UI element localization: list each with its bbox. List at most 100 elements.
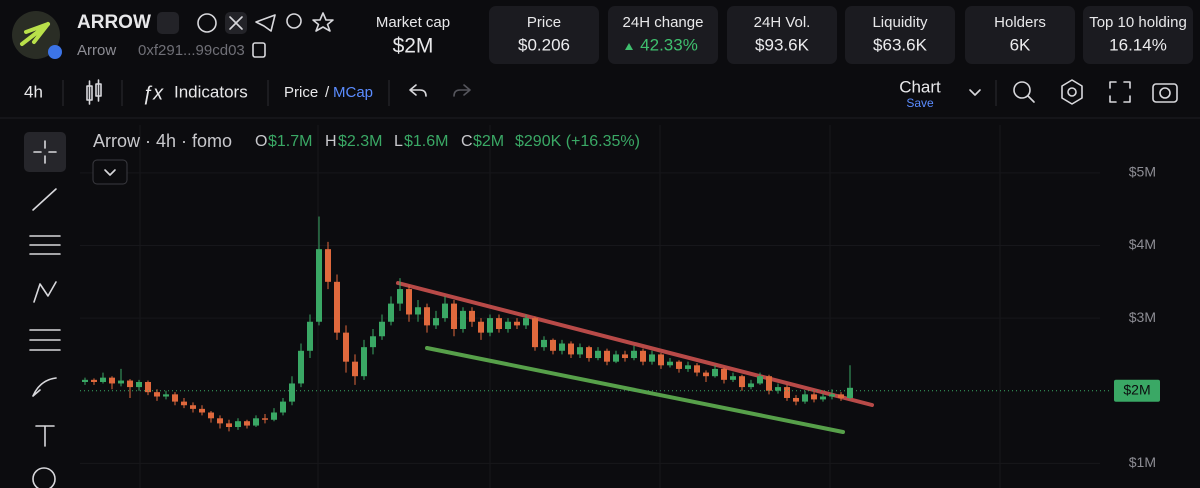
candle-body xyxy=(100,377,106,383)
edit-button[interactable] xyxy=(157,12,179,34)
brush-tool[interactable] xyxy=(32,377,57,397)
screenshot-button[interactable] xyxy=(1152,83,1178,103)
candle-body xyxy=(172,394,178,402)
candle-body xyxy=(154,392,160,397)
stat-value: 42.33% xyxy=(640,35,698,54)
candle-body xyxy=(343,332,349,362)
copy-button[interactable] xyxy=(252,42,266,58)
candle-body xyxy=(685,365,691,369)
candle-body xyxy=(739,376,745,388)
price-toggle[interactable]: Price xyxy=(284,84,318,101)
ohlc-value: $2M xyxy=(473,133,504,150)
candle-body xyxy=(127,380,133,388)
candle-body xyxy=(550,339,556,351)
candle-body xyxy=(829,394,835,397)
candle-body xyxy=(235,421,241,428)
candle-body xyxy=(280,401,286,413)
candle-body xyxy=(631,350,637,359)
candle-body xyxy=(109,377,115,384)
candle-body xyxy=(181,401,187,406)
candle-body xyxy=(478,321,484,333)
candle-type-button[interactable] xyxy=(86,79,102,105)
drawing-tools xyxy=(24,132,66,488)
chart-layout-button[interactable]: Chart xyxy=(899,77,941,96)
candle-body xyxy=(334,281,340,333)
up-arrow xyxy=(625,43,633,50)
y-tick-label: $3M xyxy=(1129,309,1156,325)
settings-button[interactable] xyxy=(1061,79,1083,105)
interval-button[interactable]: 4h xyxy=(24,82,43,101)
candle-body xyxy=(793,397,799,402)
x-icon xyxy=(229,16,243,30)
toggle-separator: / xyxy=(325,84,330,101)
stat-card xyxy=(845,6,955,64)
candle-body xyxy=(703,372,709,377)
stat-card xyxy=(727,6,837,64)
price-chart: $1M $3M $4M $5M $2M xyxy=(80,125,1160,488)
candle-body xyxy=(307,321,313,351)
candle-body xyxy=(541,339,547,348)
last-price-label: $2M xyxy=(1123,381,1150,397)
stat-label: Holders xyxy=(994,14,1046,31)
website-link[interactable] xyxy=(197,13,217,33)
telegram-link[interactable] xyxy=(255,14,276,32)
ohlc-change: $290K (+16.35%) xyxy=(515,133,640,150)
mcap-toggle[interactable]: MCap xyxy=(333,84,373,101)
candle-body xyxy=(640,350,646,362)
candle-body xyxy=(82,379,88,383)
candle-body xyxy=(442,303,448,319)
stat-label: Market cap xyxy=(376,14,450,31)
candle-body xyxy=(361,347,367,377)
candle-body xyxy=(505,321,511,330)
layout-dropdown[interactable] xyxy=(969,89,981,96)
candle-body xyxy=(649,354,655,362)
crosshair-tool[interactable] xyxy=(24,132,66,172)
text-tool[interactable] xyxy=(35,425,55,447)
candle-body xyxy=(379,321,385,337)
candle-body xyxy=(586,347,592,359)
stat-label: 24H change xyxy=(623,14,704,31)
support-trendline xyxy=(425,346,845,434)
social-links xyxy=(197,12,334,34)
redo-button[interactable] xyxy=(453,84,471,97)
candle-body xyxy=(199,408,205,413)
verified-badge xyxy=(48,45,62,59)
candle-body xyxy=(226,423,232,428)
candle-body xyxy=(190,405,196,409)
fullscreen-button[interactable] xyxy=(1109,81,1131,103)
candle-body xyxy=(451,303,457,330)
toolbar: 4h ƒx Indicators Price / MCap Chart Save xyxy=(24,77,1178,110)
candle-body xyxy=(397,289,403,304)
emoji-tool[interactable] xyxy=(32,467,56,488)
projection-tool[interactable] xyxy=(29,329,61,351)
token-address: 0xf291...99cd03 xyxy=(138,42,245,59)
candle-body xyxy=(523,318,529,326)
candle-body xyxy=(811,394,817,400)
search-link[interactable] xyxy=(286,13,302,29)
candle-body xyxy=(370,336,376,348)
candle-body xyxy=(622,354,628,359)
candle-body xyxy=(514,321,520,326)
candle-body xyxy=(721,368,727,380)
legend-collapse[interactable] xyxy=(92,159,128,185)
candle-body xyxy=(271,412,277,420)
pattern-tool[interactable] xyxy=(33,281,57,303)
ohlc-value: $1.6M xyxy=(404,133,448,150)
save-button[interactable]: Save xyxy=(906,96,934,110)
undo-button[interactable] xyxy=(409,84,427,97)
candle-body xyxy=(262,418,268,420)
ohlc-value: $2.3M xyxy=(338,133,382,150)
quick-search[interactable] xyxy=(1013,81,1031,99)
indicators-button[interactable]: Indicators xyxy=(174,82,248,101)
candle-body xyxy=(145,382,151,393)
candle-body xyxy=(658,354,664,366)
trendline-tool[interactable] xyxy=(32,188,57,211)
candle-body xyxy=(613,354,619,362)
candle-body xyxy=(163,394,169,397)
fib-tool[interactable] xyxy=(29,235,61,255)
stat-value: $2M xyxy=(393,35,434,58)
candle-body xyxy=(757,376,763,384)
favorite-star[interactable] xyxy=(312,12,334,32)
chart-legend: Arrow · 4h · fomo O $1.7M H $2.3M L $1.6… xyxy=(92,131,640,185)
